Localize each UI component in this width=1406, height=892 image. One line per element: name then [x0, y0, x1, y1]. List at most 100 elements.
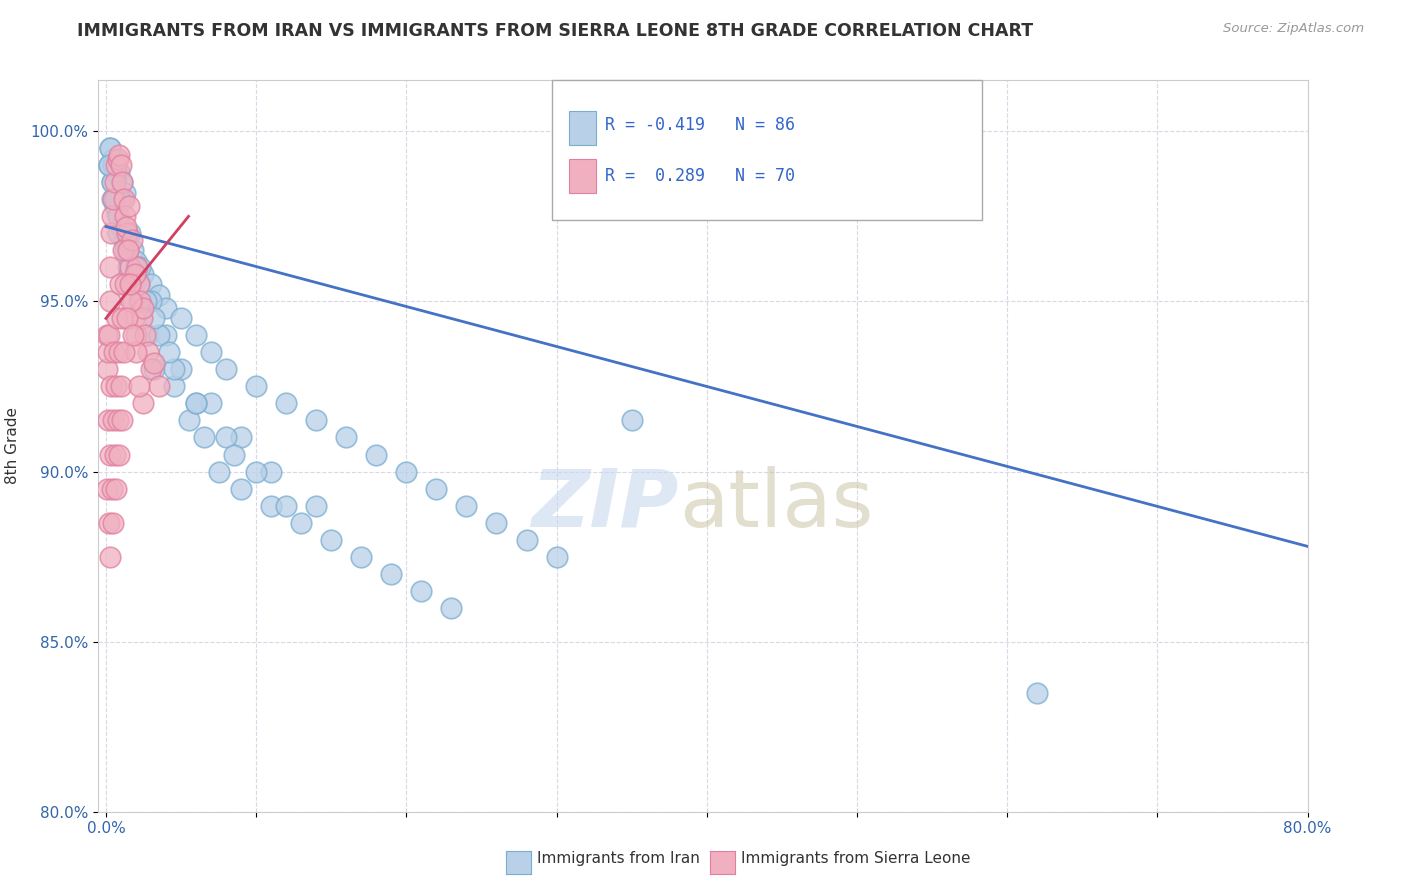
Point [139, 294, 162, 309]
Point [155, 328, 177, 343]
Point [110, 192, 132, 206]
Point [118, 260, 141, 275]
Point [112, 233, 135, 247]
Point [96, 362, 118, 376]
Point [108, 192, 131, 206]
Point [143, 356, 166, 370]
Point [193, 430, 215, 444]
Point [104, 448, 127, 462]
Point [125, 345, 148, 359]
Point [425, 482, 447, 496]
Point [97, 516, 120, 530]
Point [132, 267, 155, 281]
Point [97, 158, 120, 172]
Point [101, 516, 124, 530]
Point [290, 516, 312, 530]
Point [136, 328, 159, 343]
Point [114, 186, 136, 200]
FancyBboxPatch shape [568, 111, 596, 145]
Point [104, 199, 127, 213]
Point [121, 294, 143, 309]
Point [260, 499, 283, 513]
Point [111, 175, 134, 189]
Point [97, 158, 120, 172]
Point [104, 482, 127, 496]
Point [97, 328, 120, 343]
Point [177, 413, 200, 427]
Point [100, 141, 122, 155]
Point [411, 583, 433, 598]
Point [103, 345, 125, 359]
Point [107, 210, 129, 224]
Point [96, 482, 118, 496]
Point [245, 465, 267, 479]
Point [170, 311, 193, 326]
Point [115, 227, 138, 241]
Point [129, 294, 152, 309]
Point [96, 328, 118, 343]
Point [207, 465, 229, 479]
Point [305, 499, 328, 513]
Point [124, 267, 146, 281]
Point [125, 260, 148, 275]
Point [104, 175, 127, 189]
Point [131, 311, 153, 326]
Point [139, 277, 162, 292]
Point [110, 379, 132, 393]
Point [105, 158, 128, 172]
Point [100, 141, 122, 155]
Point [127, 260, 149, 275]
Point [110, 158, 132, 172]
Point [105, 158, 128, 172]
Point [128, 379, 150, 393]
Point [135, 294, 157, 309]
Point [485, 516, 508, 530]
FancyBboxPatch shape [568, 159, 596, 193]
Point [114, 210, 136, 224]
Point [101, 482, 124, 496]
Point [117, 244, 139, 258]
Point [114, 277, 136, 292]
Text: Immigrants from Sierra Leone: Immigrants from Sierra Leone [741, 851, 970, 865]
Point [125, 253, 148, 268]
Point [143, 311, 166, 326]
Point [100, 448, 122, 462]
Point [184, 396, 207, 410]
Point [101, 210, 124, 224]
Point [515, 533, 537, 547]
Point [103, 158, 125, 172]
Point [107, 448, 129, 462]
Point [125, 328, 148, 343]
Point [104, 192, 127, 206]
Point [108, 277, 131, 292]
Point [104, 192, 127, 206]
Point [134, 328, 156, 343]
Point [121, 277, 143, 292]
Point [162, 379, 184, 393]
Point [620, 413, 643, 427]
Point [260, 465, 283, 479]
Point [115, 227, 138, 241]
Point [440, 600, 463, 615]
Point [114, 244, 136, 258]
Point [118, 277, 141, 292]
Point [380, 566, 402, 581]
Point [200, 396, 222, 410]
Point [128, 277, 150, 292]
Text: IMMIGRANTS FROM IRAN VS IMMIGRANTS FROM SIERRA LEONE 8TH GRADE CORRELATION CHART: IMMIGRANTS FROM IRAN VS IMMIGRANTS FROM … [77, 22, 1033, 40]
Point [103, 413, 125, 427]
Point [108, 345, 131, 359]
Point [112, 345, 135, 359]
Point [107, 210, 129, 224]
Point [229, 482, 252, 496]
Text: R =  0.289   N = 70: R = 0.289 N = 70 [605, 167, 794, 185]
Point [112, 244, 135, 258]
Point [139, 362, 162, 376]
Point [105, 379, 128, 393]
Text: ZIP: ZIP [531, 466, 679, 543]
Point [101, 192, 124, 206]
Point [117, 260, 139, 275]
Point [107, 227, 129, 241]
Point [148, 287, 170, 301]
Point [215, 362, 238, 376]
